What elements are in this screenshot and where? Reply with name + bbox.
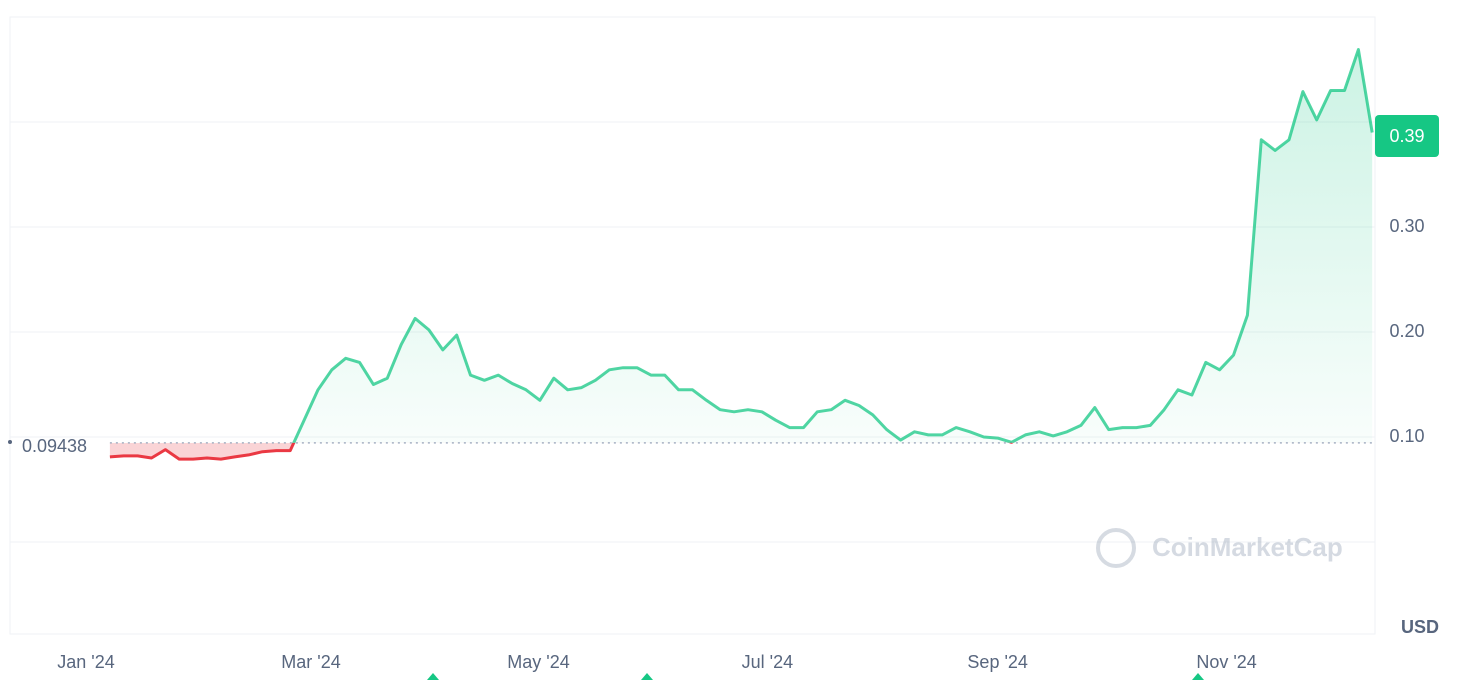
x-tick-label: May '24 [507, 652, 569, 672]
price-line-up [292, 48, 1374, 443]
plot-frame [9, 16, 1376, 635]
watermark: CoinMarketCap [1096, 528, 1343, 568]
area-up [109, 49, 1373, 443]
y-tick-label: 0.30 [1389, 216, 1424, 236]
x-tick-label: Nov '24 [1196, 652, 1256, 672]
baseline-dot [8, 440, 12, 444]
y-tick-label: 0.20 [1389, 321, 1424, 341]
y-tick-label: 0.10 [1389, 426, 1424, 446]
x-tick-label: Jul '24 [742, 652, 793, 672]
plot [109, 48, 1375, 461]
event-marker [427, 673, 439, 680]
x-tick-label: Jan '24 [57, 652, 114, 672]
x-tick-label: Mar '24 [281, 652, 340, 672]
watermark-logo [1096, 528, 1136, 568]
event-marker [641, 673, 653, 680]
watermark-text: CoinMarketCap [1152, 532, 1343, 562]
price-tag-label: 0.39 [1389, 126, 1424, 146]
x-tick-label: Sep '24 [967, 652, 1028, 672]
price-tag [1375, 115, 1439, 157]
baseline-label: 0.09438 [22, 436, 87, 456]
event-marker [1192, 673, 1204, 680]
currency-label: USD [1401, 617, 1439, 637]
